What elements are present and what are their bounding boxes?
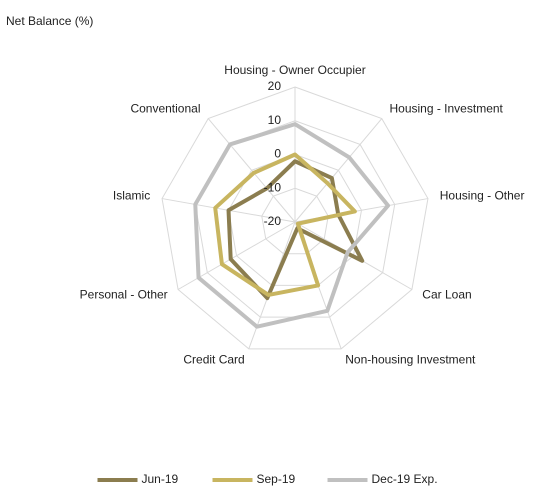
category-label: Non-housing Investment (345, 352, 476, 366)
category-label: Housing - Other (440, 189, 525, 203)
category-label: Car Loan (422, 288, 471, 302)
grid-ring (161, 86, 429, 350)
category-label: Personal - Other (80, 288, 168, 302)
category-label: Housing - Owner Occupier (224, 63, 365, 77)
spoke (294, 118, 383, 223)
y-tick-label: 20 (268, 79, 282, 93)
spoke (207, 118, 296, 223)
category-label: Conventional (130, 102, 200, 116)
category-label: Islamic (113, 189, 150, 203)
y-tick-label: 10 (268, 113, 282, 127)
series-line (226, 159, 365, 301)
y-tick-label: -20 (264, 214, 282, 228)
grid-ring (228, 153, 362, 286)
legend-label: Sep-19 (257, 472, 296, 486)
grid-ring (261, 187, 329, 255)
category-label: Credit Card (183, 352, 244, 366)
series-line (193, 122, 391, 329)
y-tick-label: 0 (274, 147, 281, 161)
category-label: Housing - Investment (389, 102, 503, 116)
chart-title: Net Balance (%) (6, 14, 93, 28)
legend-label: Jun-19 (142, 472, 179, 486)
series-line (213, 152, 357, 297)
legend-label: Dec-19 Exp. (372, 472, 438, 486)
y-tick-label: -10 (264, 180, 282, 194)
